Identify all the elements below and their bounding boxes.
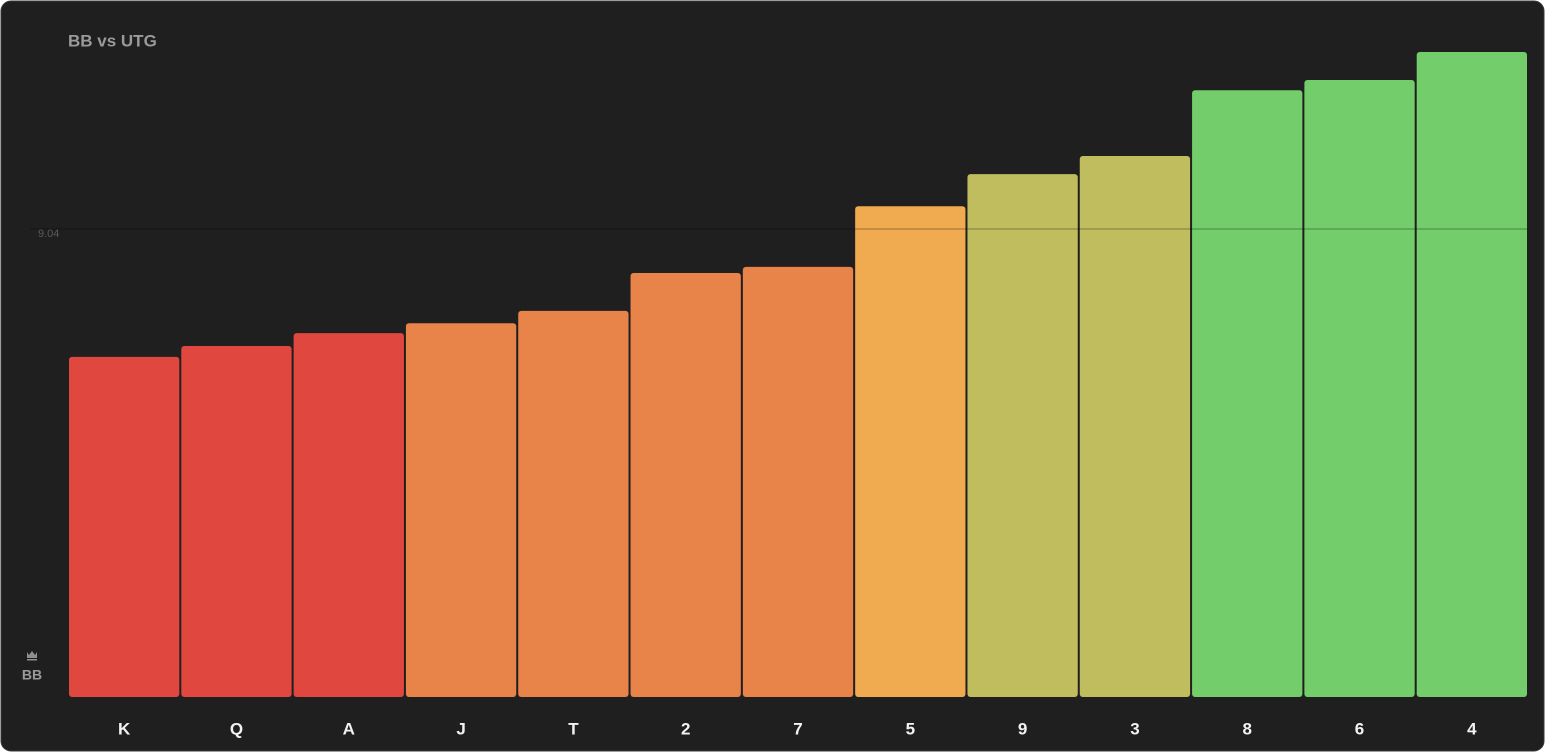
chart-title: BB vs UTG [68, 31, 157, 50]
bar [855, 206, 966, 697]
bar [630, 273, 741, 697]
bar [69, 356, 180, 697]
bar [742, 266, 854, 697]
x-tick-label: 8 [1242, 719, 1251, 738]
x-tick-label: A [343, 719, 355, 738]
x-tick-label: T [568, 719, 579, 738]
x-tick-label: 9 [1018, 719, 1027, 738]
x-tick-label: K [118, 719, 131, 738]
bars [69, 52, 1527, 698]
bar [518, 310, 629, 697]
bar [967, 174, 1078, 697]
bar [1192, 90, 1303, 697]
bar [293, 333, 404, 697]
bar [1416, 52, 1527, 697]
bar [405, 323, 517, 697]
y-axis-label: BB [22, 667, 42, 683]
bar [1304, 79, 1415, 698]
x-tick-label: 6 [1355, 719, 1364, 738]
y-tick-label: 9.04 [38, 228, 59, 240]
x-tick-label: 5 [906, 719, 915, 738]
x-tick-label: Q [230, 719, 243, 738]
x-tick-label: J [456, 719, 465, 738]
x-tick-label: 2 [681, 719, 690, 738]
x-tick-label: 4 [1467, 719, 1477, 738]
crown-icon [27, 651, 37, 661]
bar [181, 346, 292, 697]
bar [1079, 156, 1191, 697]
x-tick-label: 3 [1130, 719, 1139, 738]
x-tick-label: 7 [793, 719, 802, 738]
